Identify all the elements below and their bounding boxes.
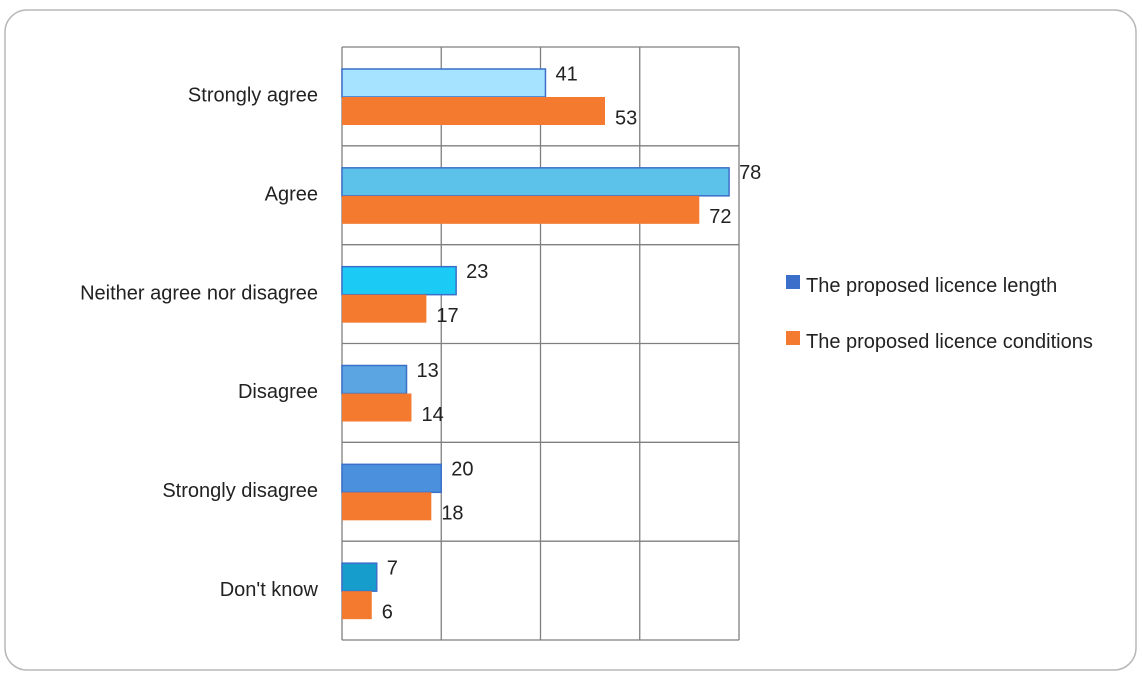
- legend-item: The proposed licence conditions: [786, 324, 1116, 360]
- bar: [341, 364, 408, 395]
- y-tick-label: Disagree: [238, 381, 318, 403]
- bar: [341, 463, 442, 494]
- data-label: 18: [441, 503, 463, 525]
- bar: [342, 492, 432, 521]
- bar: [341, 68, 547, 98]
- data-label: 6: [382, 601, 393, 623]
- bar: [342, 195, 700, 224]
- data-label: 41: [555, 63, 577, 85]
- y-tick-label: Don't know: [220, 579, 319, 601]
- y-tick-label: Neither agree nor disagree: [80, 282, 318, 304]
- bar: [342, 294, 427, 323]
- legend-item: The proposed licence length: [786, 268, 1116, 304]
- y-tick-label: Strongly disagree: [162, 480, 318, 502]
- y-tick-label: Strongly agree: [188, 85, 318, 107]
- bar: [342, 591, 372, 620]
- legend-label: The proposed licence length: [806, 275, 1058, 297]
- data-label: 53: [615, 107, 637, 129]
- data-label: 17: [436, 305, 458, 327]
- bar: [341, 562, 378, 592]
- y-tick-label: Agree: [265, 184, 318, 206]
- bar: [342, 97, 606, 125]
- data-label: 20: [451, 459, 473, 481]
- legend-label: The proposed licence conditions: [806, 331, 1093, 353]
- data-label: 72: [709, 206, 731, 228]
- chart-frame: [4, 9, 1137, 671]
- bar: [341, 265, 457, 296]
- data-label: 78: [739, 162, 761, 184]
- bar: [341, 167, 730, 197]
- legend: The proposed licence length The proposed …: [786, 268, 1116, 380]
- data-label: 13: [417, 360, 439, 382]
- data-label: 23: [466, 261, 488, 283]
- legend-swatch: [786, 331, 800, 345]
- legend-swatch: [786, 275, 800, 289]
- data-label: 7: [387, 557, 398, 579]
- data-label: 14: [421, 404, 443, 426]
- bar: [342, 393, 412, 422]
